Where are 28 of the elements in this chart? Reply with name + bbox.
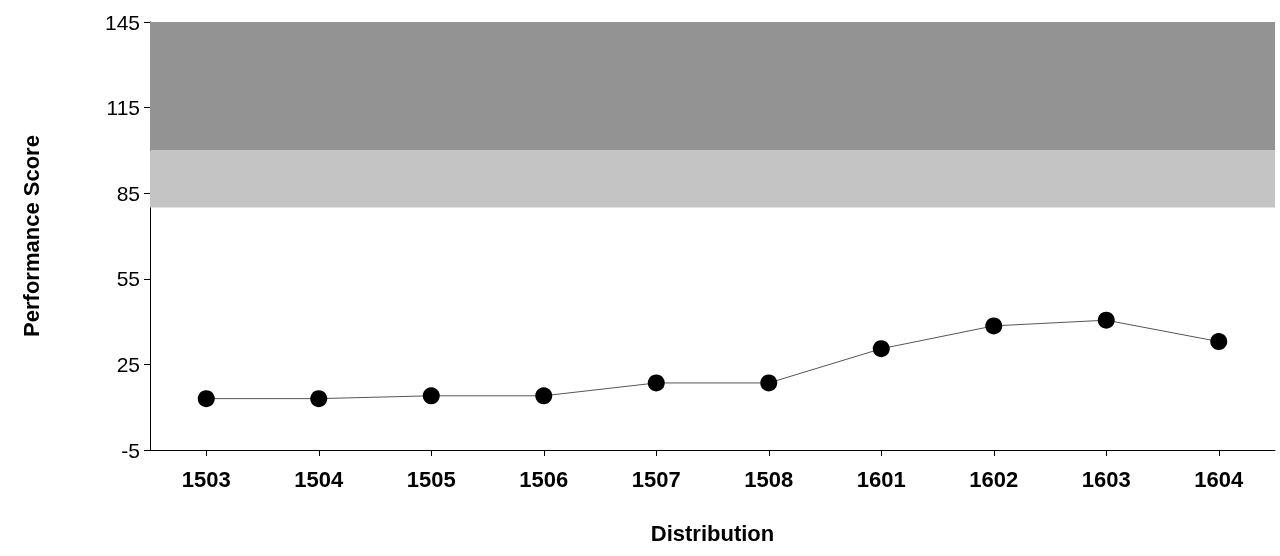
y-tick-label: -5 — [121, 438, 140, 462]
point — [647, 374, 665, 392]
x-tick-label: 1504 — [294, 466, 344, 492]
x-tick-label: 1604 — [1194, 466, 1244, 492]
point — [985, 317, 1003, 335]
y-tick-label: 115 — [106, 96, 140, 120]
y-tick-label: 55 — [116, 267, 140, 291]
point — [535, 387, 553, 405]
x-tick-label: 1601 — [856, 466, 906, 492]
point — [1210, 333, 1228, 351]
y-tick-label: 85 — [116, 181, 140, 205]
x-tick-label: 1507 — [631, 466, 681, 492]
y-axis-title: Performance Score — [18, 135, 44, 337]
x-tick-label: 1505 — [406, 466, 456, 492]
point — [1097, 311, 1115, 329]
x-tick-label: 1508 — [744, 466, 794, 492]
y-tick-label: 25 — [116, 352, 140, 376]
x-tick-label: 1603 — [1081, 466, 1131, 492]
x-tick-label: 1506 — [519, 466, 569, 492]
point — [760, 374, 778, 392]
y-tick-label: 145 — [104, 10, 140, 34]
x-tick-label: 1503 — [181, 466, 231, 492]
point — [197, 390, 215, 408]
point — [310, 390, 328, 408]
x-axis-title: Distribution — [650, 520, 775, 546]
point — [872, 340, 890, 358]
point — [422, 387, 440, 405]
x-tick-label: 1602 — [969, 466, 1019, 492]
